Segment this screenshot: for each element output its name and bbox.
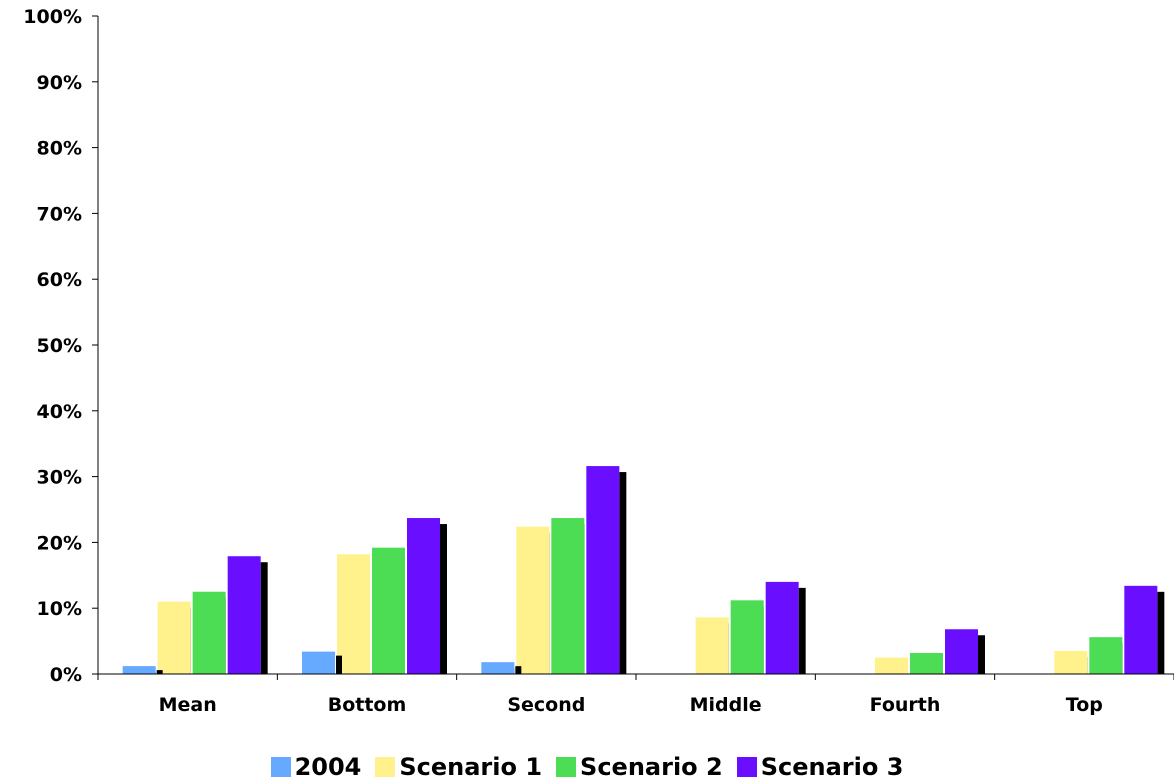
bar bbox=[193, 592, 226, 674]
bar bbox=[1124, 586, 1157, 674]
y-tick-label: 30% bbox=[37, 467, 82, 489]
bar bbox=[372, 548, 405, 674]
x-axis-ticks bbox=[98, 674, 1174, 680]
bar bbox=[586, 466, 619, 674]
legend-item-scenario-2: Scenario 2 bbox=[556, 753, 723, 781]
y-tick-label: 20% bbox=[37, 532, 82, 554]
legend-item-2004: 2004 bbox=[271, 753, 362, 781]
bar bbox=[481, 662, 514, 674]
x-tick-label: Fourth bbox=[870, 694, 941, 716]
y-tick-label: 70% bbox=[37, 203, 82, 225]
y-axis-ticks bbox=[92, 16, 98, 674]
legend-label: Scenario 2 bbox=[580, 753, 723, 781]
bar bbox=[945, 629, 978, 674]
x-tick-label: Middle bbox=[690, 694, 762, 716]
bar-shadow bbox=[1157, 592, 1164, 674]
legend: 2004 Scenario 1 Scenario 2 Scenario 3 bbox=[0, 752, 1174, 782]
y-tick-label: 100% bbox=[23, 6, 82, 28]
bar bbox=[875, 658, 908, 674]
bars bbox=[123, 466, 1165, 674]
x-tick-label: Mean bbox=[159, 694, 217, 716]
bar bbox=[1054, 651, 1087, 674]
legend-item-scenario-3: Scenario 3 bbox=[737, 753, 904, 781]
bar-shadow bbox=[619, 472, 626, 674]
legend-label: 2004 bbox=[295, 753, 362, 781]
bar bbox=[766, 582, 799, 674]
bar bbox=[696, 617, 729, 674]
bar bbox=[551, 518, 584, 674]
x-tick-label: Second bbox=[507, 694, 585, 716]
x-tick-label: Top bbox=[1066, 694, 1103, 716]
y-tick-label: 40% bbox=[37, 401, 82, 423]
legend-swatch bbox=[271, 757, 291, 777]
legend-swatch bbox=[737, 757, 757, 777]
bar bbox=[910, 653, 943, 674]
bar bbox=[158, 602, 191, 674]
legend-label: Scenario 1 bbox=[399, 753, 542, 781]
bar-shadow bbox=[157, 670, 163, 674]
bar bbox=[228, 556, 261, 674]
bar bbox=[516, 527, 549, 674]
legend-label: Scenario 3 bbox=[761, 753, 904, 781]
x-axis-labels: Mean Bottom Second Middle Fourth Top bbox=[159, 694, 1103, 716]
bar-shadow bbox=[515, 666, 521, 674]
bar bbox=[123, 666, 156, 674]
bar bbox=[731, 600, 764, 674]
bar bbox=[407, 518, 440, 674]
y-tick-label: 80% bbox=[37, 138, 82, 160]
legend-swatch bbox=[556, 757, 576, 777]
y-tick-label: 0% bbox=[50, 664, 82, 686]
y-tick-label: 60% bbox=[37, 269, 82, 291]
bar-shadow bbox=[799, 588, 806, 674]
y-axis-labels: 0% 10% 20% 30% 40% 50% 60% 70% 80% 90% 100% bbox=[23, 6, 82, 686]
bar-chart: 0% 10% 20% 30% 40% 50% 60% 70% 80% 90% 100% Mean Bo… bbox=[0, 0, 1174, 750]
bar bbox=[1089, 637, 1122, 674]
y-tick-label: 50% bbox=[37, 335, 82, 357]
y-tick-label: 10% bbox=[37, 598, 82, 620]
bar-shadow bbox=[261, 562, 268, 674]
bar-shadow bbox=[440, 524, 447, 674]
x-tick-label: Bottom bbox=[328, 694, 407, 716]
bar-shadow bbox=[978, 635, 985, 674]
legend-item-scenario-1: Scenario 1 bbox=[375, 753, 542, 781]
bar-shadow bbox=[336, 656, 342, 674]
y-tick-label: 90% bbox=[37, 72, 82, 94]
legend-swatch bbox=[375, 757, 395, 777]
bar bbox=[302, 652, 335, 674]
